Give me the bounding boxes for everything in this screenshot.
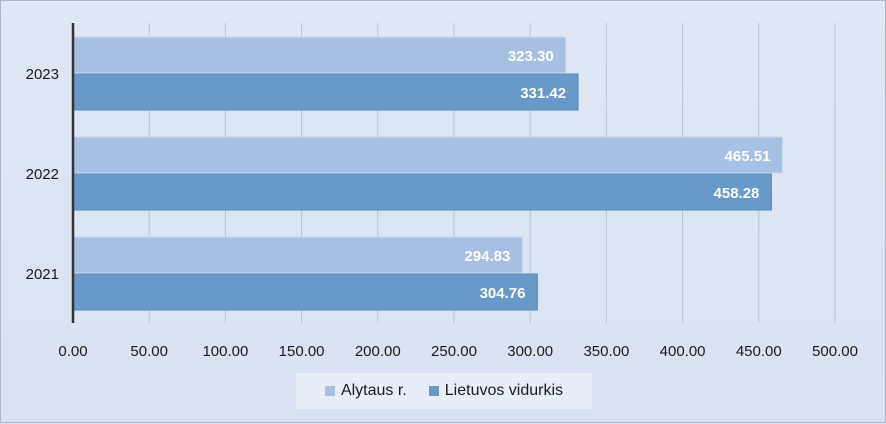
data-label: 304.76 [480, 285, 526, 302]
x-tick-label: 500.00 [812, 343, 858, 360]
y-tick-label: 2022 [26, 166, 59, 183]
bar-2021-lietuvos [72, 273, 538, 311]
bar-2023-lietuvos [72, 73, 579, 111]
bar-2022-lietuvos [72, 173, 772, 211]
labels: 0.00 50.00 100.00 150.00 200.00 250.00 300.00 3… [26, 48, 858, 360]
data-label: 331.42 [520, 85, 566, 102]
x-tick-label: 450.00 [736, 343, 782, 360]
x-tick-label: 100.00 [202, 343, 248, 360]
x-tick-label: 50.00 [130, 343, 168, 360]
bar-2022-alytaus [72, 136, 783, 174]
x-tick-label: 150.00 [279, 343, 325, 360]
legend: Alytaus r. Lietuvos vidurkis [296, 373, 592, 409]
legend-item-lietuvos: Lietuvos vidurkis [428, 382, 564, 400]
bar-2023-alytaus [72, 36, 567, 74]
x-tick-label: 350.00 [583, 343, 629, 360]
data-label: 458.28 [714, 185, 760, 202]
legend-swatch-lietuvos [428, 386, 439, 396]
data-label: 465.51 [725, 148, 771, 165]
y-tick-label: 2023 [26, 66, 59, 83]
x-tick-label: 250.00 [431, 343, 477, 360]
legend-item-alytaus: Alytaus r. [324, 382, 407, 400]
legend-label-alytaus: Alytaus r. [340, 382, 407, 399]
y-tick-label: 2021 [26, 266, 59, 283]
data-label: 294.83 [464, 248, 510, 265]
x-tick-label: 400.00 [660, 343, 706, 360]
bar-2021-alytaus [72, 236, 523, 274]
x-tick-label: 200.00 [355, 343, 401, 360]
x-tick-label: 300.00 [507, 343, 553, 360]
bars [72, 36, 783, 311]
legend-label-lietuvos: Lietuvos vidurkis [444, 382, 564, 399]
data-label: 323.30 [508, 48, 554, 65]
x-tick-label: 0.00 [58, 343, 87, 360]
legend-swatch-alytaus [324, 386, 335, 396]
